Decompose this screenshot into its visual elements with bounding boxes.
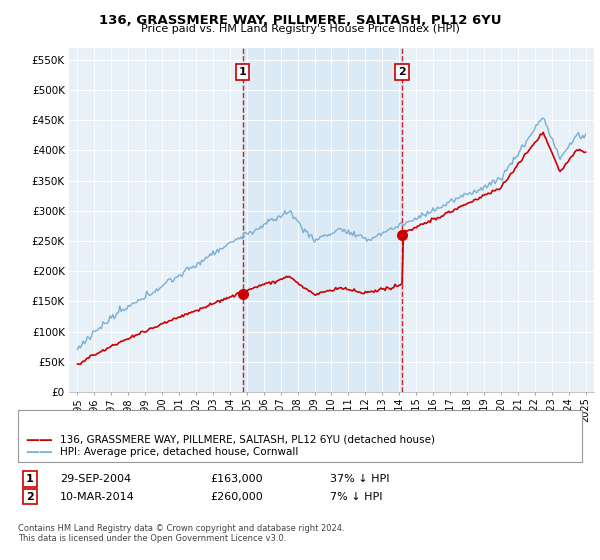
Text: 2: 2 (26, 492, 34, 502)
Text: HPI: Average price, detached house, Cornwall: HPI: Average price, detached house, Corn… (60, 447, 298, 458)
Text: 29-SEP-2004: 29-SEP-2004 (60, 474, 131, 484)
Text: 136, GRASSMERE WAY, PILLMERE, SALTASH, PL12 6YU: 136, GRASSMERE WAY, PILLMERE, SALTASH, P… (99, 14, 501, 27)
Text: 1: 1 (26, 474, 34, 484)
Text: 136, GRASSMERE WAY, PILLMERE, SALTASH, PL12 6YU (detached house): 136, GRASSMERE WAY, PILLMERE, SALTASH, P… (60, 435, 435, 445)
Text: £260,000: £260,000 (210, 492, 263, 502)
Text: 2: 2 (398, 67, 406, 77)
Text: 7% ↓ HPI: 7% ↓ HPI (330, 492, 383, 502)
Text: 37% ↓ HPI: 37% ↓ HPI (330, 474, 389, 484)
Text: 10-MAR-2014: 10-MAR-2014 (60, 492, 135, 502)
Text: ——: —— (25, 446, 53, 459)
Text: 1: 1 (239, 67, 247, 77)
Text: ——: —— (25, 432, 53, 447)
Text: Contains HM Land Registry data © Crown copyright and database right 2024.
This d: Contains HM Land Registry data © Crown c… (18, 524, 344, 543)
Bar (242, 48, 402, 392)
Text: Price paid vs. HM Land Registry's House Price Index (HPI): Price paid vs. HM Land Registry's House … (140, 24, 460, 34)
Text: £163,000: £163,000 (210, 474, 263, 484)
